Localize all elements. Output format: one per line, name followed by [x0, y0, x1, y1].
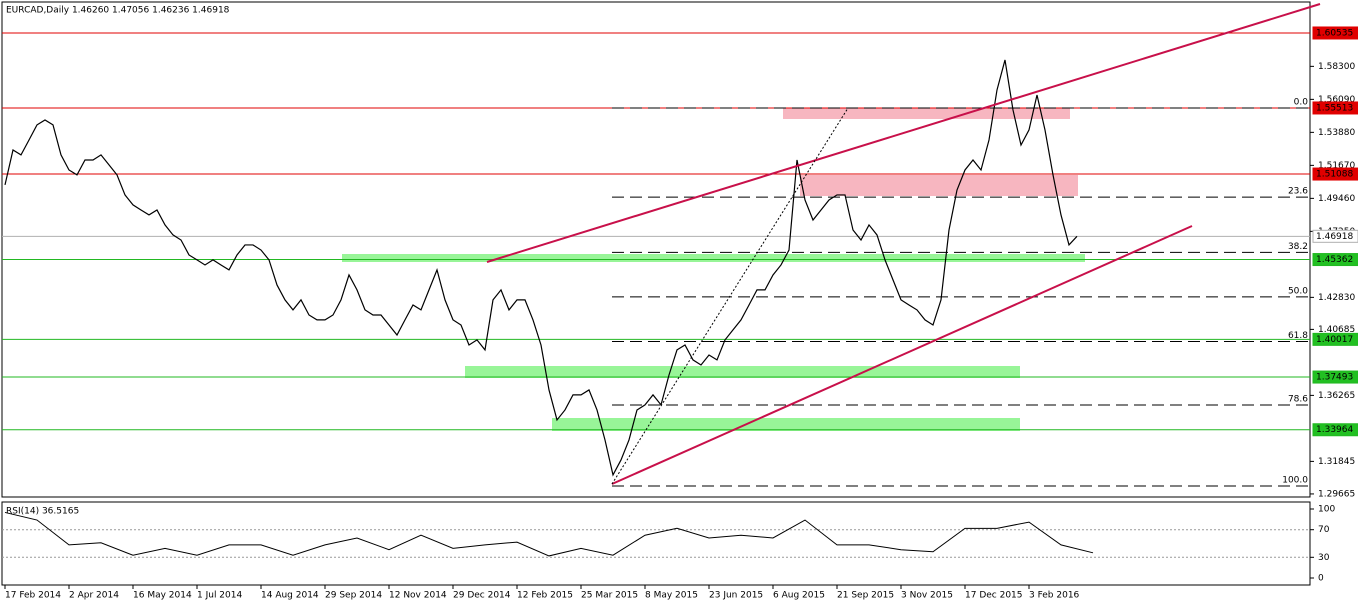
x-tick-label: 16 May 2014	[133, 591, 192, 601]
level-label: 1.37493	[1316, 373, 1353, 383]
y-tick-label: 1.29665	[1318, 489, 1355, 499]
level-box	[1312, 370, 1358, 384]
level-box	[1312, 26, 1358, 40]
y-tick-label: 1.42830	[1318, 293, 1355, 303]
y-tick-label: 1.53880	[1318, 128, 1355, 138]
rsi-y-tick-label: 0	[1318, 574, 1324, 584]
resistance-zone	[783, 108, 1070, 119]
x-tick-label: 6 Aug 2015	[773, 591, 825, 601]
level-box	[1312, 167, 1358, 181]
trend-line	[486, 3, 1321, 263]
rsi-panel	[1, 501, 1311, 586]
level-box	[1312, 101, 1358, 115]
x-tick-label: 12 Feb 2015	[517, 591, 573, 601]
fib-label: 50.0	[1288, 286, 1308, 296]
y-tick-label: 1.56090	[1318, 95, 1355, 105]
zones	[342, 108, 1085, 431]
support-zone	[552, 418, 1020, 431]
fib-label: 23.6	[1288, 187, 1308, 197]
resistance-zone	[800, 175, 1078, 196]
x-tick-label: 1 Jul 2014	[197, 591, 242, 601]
level-label: 1.60535	[1316, 28, 1353, 38]
fib-label: 38.2	[1288, 242, 1308, 252]
x-tick-label: 25 Mar 2015	[581, 591, 638, 601]
x-tick-label: 23 Jun 2015	[709, 591, 763, 601]
x-tick-label: 21 Sep 2015	[837, 591, 894, 601]
price-line	[4, 59, 1078, 477]
level-label: 1.45362	[1316, 255, 1353, 265]
support-zone	[342, 254, 1085, 262]
trend-lines	[486, 3, 1321, 485]
level-box	[1312, 332, 1358, 346]
chart-title: EURCAD,Daily 1.46260 1.47056 1.46236 1.4…	[6, 6, 230, 16]
rsi-title: RSI(14) 36.5165	[6, 507, 79, 517]
x-tick-label: 2 Apr 2014	[69, 591, 119, 601]
y-tick-label: 1.40685	[1318, 325, 1355, 335]
level-label: 1.51088	[1316, 170, 1353, 180]
x-tick-label: 17 Feb 2014	[5, 591, 61, 601]
y-tick-label: 1.58300	[1318, 62, 1355, 72]
fib-label: 100.0	[1282, 475, 1308, 485]
rsi-line	[4, 511, 1094, 557]
rsi-y-tick-label: 100	[1318, 505, 1335, 515]
rsi-y-tick-label: 30	[1318, 553, 1330, 563]
rsi-y-tick-label: 70	[1318, 525, 1330, 535]
x-tick-label: 8 May 2015	[645, 591, 698, 601]
x-tick-label: 29 Sep 2014	[325, 591, 382, 601]
y-tick-label: 1.51670	[1318, 161, 1355, 171]
x-tick-label: 12 Nov 2014	[389, 591, 447, 601]
y-tick-label: 1.36265	[1318, 391, 1355, 401]
level-label: 1.55513	[1316, 103, 1353, 113]
level-label: 1.40017	[1316, 335, 1353, 345]
level-box	[1312, 229, 1358, 243]
y-tick-label: 1.49460	[1318, 194, 1355, 204]
fib-label: 0.0	[1294, 98, 1309, 108]
level-box	[1312, 423, 1358, 437]
x-tick-label: 14 Aug 2014	[261, 591, 319, 601]
y-tick-label: 1.31845	[1318, 457, 1355, 467]
x-tick-label: 17 Dec 2015	[965, 591, 1023, 601]
support-zone	[465, 366, 1020, 378]
fib-label: 78.6	[1288, 395, 1308, 405]
fib-trend	[611, 107, 849, 485]
x-tick-label: 3 Feb 2016	[1029, 591, 1080, 601]
fib-label: 61.8	[1288, 331, 1308, 341]
level-label: 1.33964	[1316, 425, 1353, 435]
x-tick-label: 29 Dec 2014	[453, 591, 511, 601]
trend-line	[611, 225, 1193, 485]
x-tick-label: 3 Nov 2015	[901, 591, 953, 601]
level-label: 1.46918	[1316, 232, 1353, 242]
level-box	[1312, 253, 1358, 267]
price-panel	[1, 1, 1311, 498]
